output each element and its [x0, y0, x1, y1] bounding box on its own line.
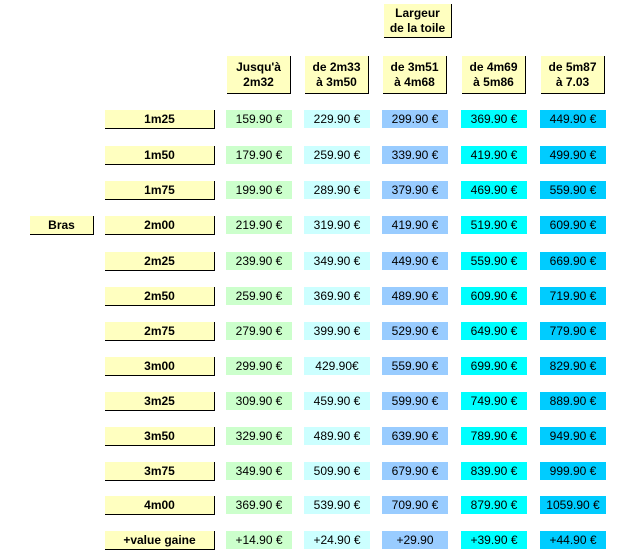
price-cell: 559.90 €: [540, 181, 606, 199]
price-cell: 499.90 €: [540, 146, 606, 164]
price-cell: 509.90 €: [304, 462, 370, 480]
price-cell: 639.90 €: [382, 427, 448, 445]
row-label: 1m75: [105, 181, 215, 200]
price-cell: 609.90 €: [540, 216, 606, 234]
price-cell: 399.90 €: [304, 322, 370, 340]
price-cell: 159.90 €: [226, 110, 292, 128]
price-cell: 779.90 €: [540, 322, 606, 340]
row-label: 2m75: [105, 322, 215, 341]
price-cell: 1059.90 €: [540, 496, 606, 514]
price-cell: 349.90 €: [226, 462, 292, 480]
price-cell: +24.90 €: [304, 531, 370, 549]
price-cell: 489.90 €: [382, 287, 448, 305]
toile-width-header: Largeur de la toile: [384, 4, 452, 38]
price-cell: 369.90 €: [226, 496, 292, 514]
row-label: +value gaine: [105, 531, 215, 550]
price-cell: 239.90 €: [226, 252, 292, 270]
toile-width-header-text: Largeur de la toile: [389, 5, 446, 35]
row-label: 3m00: [105, 357, 215, 376]
price-cell: 349.90 €: [304, 252, 370, 270]
price-cell: +44.90 €: [540, 531, 606, 549]
price-cell: 719.90 €: [540, 287, 606, 305]
price-cell: 699.90 €: [461, 357, 527, 375]
price-cell: 259.90 €: [304, 146, 370, 164]
price-cell: +39.90 €: [461, 531, 527, 549]
price-cell: 199.90 €: [226, 181, 292, 199]
row-label: 4m00: [105, 496, 215, 515]
price-cell: 299.90 €: [382, 110, 448, 128]
column-header-5: de 5m87 à 7.03: [541, 56, 605, 94]
price-cell: 469.90 €: [461, 181, 527, 199]
price-cell: 219.90 €: [226, 216, 292, 234]
price-cell: 289.90 €: [304, 181, 370, 199]
price-cell: 229.90 €: [304, 110, 370, 128]
column-header-2: de 2m33 à 3m50: [305, 56, 369, 94]
price-cell: 449.90 €: [540, 110, 606, 128]
price-cell: 559.90 €: [461, 252, 527, 270]
price-cell: 459.90 €: [304, 392, 370, 410]
price-cell: 259.90 €: [226, 287, 292, 305]
price-cell: 319.90 €: [304, 216, 370, 234]
price-cell: 329.90 €: [226, 427, 292, 445]
column-header-text: de 3m51 à 4m68: [390, 59, 439, 89]
price-cell: 789.90 €: [461, 427, 527, 445]
price-cell: 679.90 €: [382, 462, 448, 480]
column-header-text: de 2m33 à 3m50: [312, 59, 361, 89]
price-cell: 709.90 €: [382, 496, 448, 514]
row-label: 3m75: [105, 462, 215, 481]
row-label: 2m00: [105, 216, 215, 235]
row-label: 1m25: [105, 110, 215, 129]
price-cell: 429.90€: [304, 357, 370, 375]
price-cell: 309.90 €: [226, 392, 292, 410]
price-cell: 489.90 €: [304, 427, 370, 445]
price-cell: 299.90 €: [226, 357, 292, 375]
price-cell: 519.90 €: [461, 216, 527, 234]
price-cell: 879.90 €: [461, 496, 527, 514]
price-cell: 999.90 €: [540, 462, 606, 480]
column-header-1: Jusqu'à 2m32: [227, 56, 291, 94]
price-cell: +29.90: [382, 531, 448, 549]
row-label: 2m50: [105, 287, 215, 306]
price-cell: 339.90 €: [382, 146, 448, 164]
price-cell: 949.90 €: [540, 427, 606, 445]
price-cell: 369.90 €: [304, 287, 370, 305]
column-header-text: de 5m87 à 7.03: [548, 59, 597, 89]
price-cell: 599.90 €: [382, 392, 448, 410]
price-cell: 669.90 €: [540, 252, 606, 270]
price-cell: +14.90 €: [226, 531, 292, 549]
price-cell: 419.90 €: [461, 146, 527, 164]
price-cell: 419.90 €: [382, 216, 448, 234]
price-cell: 179.90 €: [226, 146, 292, 164]
row-label: 2m25: [105, 252, 215, 271]
column-header-4: de 4m69 à 5m86: [462, 56, 526, 94]
price-cell: 889.90 €: [540, 392, 606, 410]
price-cell: 829.90 €: [540, 357, 606, 375]
row-label: 1m50: [105, 146, 215, 165]
price-cell: 529.90 €: [382, 322, 448, 340]
price-cell: 279.90 €: [226, 322, 292, 340]
column-header-3: de 3m51 à 4m68: [383, 56, 447, 94]
row-label: 3m25: [105, 392, 215, 411]
price-cell: 449.90 €: [382, 252, 448, 270]
price-cell: 379.90 €: [382, 181, 448, 199]
price-cell: 369.90 €: [461, 110, 527, 128]
column-header-text: de 4m69 à 5m86: [469, 59, 518, 89]
price-cell: 749.90 €: [461, 392, 527, 410]
price-cell: 609.90 €: [461, 287, 527, 305]
price-cell: 539.90 €: [304, 496, 370, 514]
price-cell: 649.90 €: [461, 322, 527, 340]
row-label: 3m50: [105, 427, 215, 446]
price-cell: 839.90 €: [461, 462, 527, 480]
column-header-text: Jusqu'à 2m32: [236, 59, 281, 89]
bras-label: Bras: [30, 216, 94, 235]
price-cell: 559.90 €: [382, 357, 448, 375]
